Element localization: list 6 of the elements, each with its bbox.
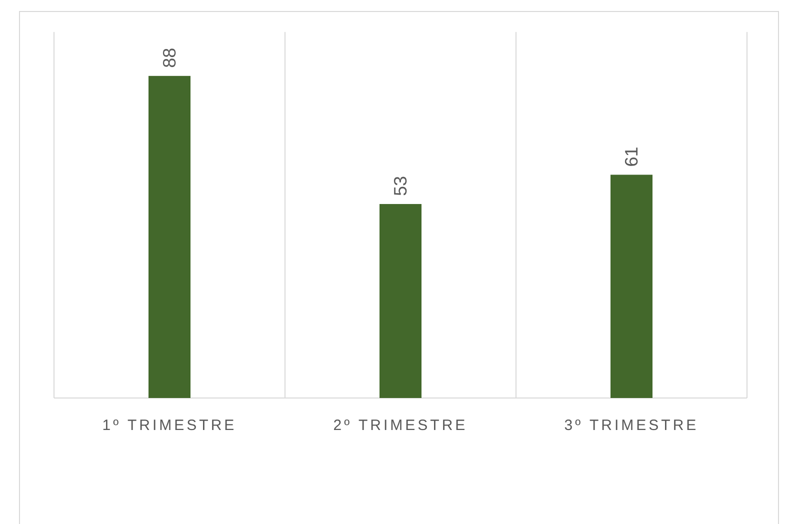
data-label: 88 <box>160 48 180 68</box>
data-label: 61 <box>622 146 642 167</box>
x-tick-label: 1º TRIMESTRE <box>102 417 237 434</box>
x-tick-label: 3º TRIMESTRE <box>564 417 699 434</box>
x-tick-label: 2º TRIMESTRE <box>333 417 468 434</box>
data-label: 53 <box>390 176 410 196</box>
